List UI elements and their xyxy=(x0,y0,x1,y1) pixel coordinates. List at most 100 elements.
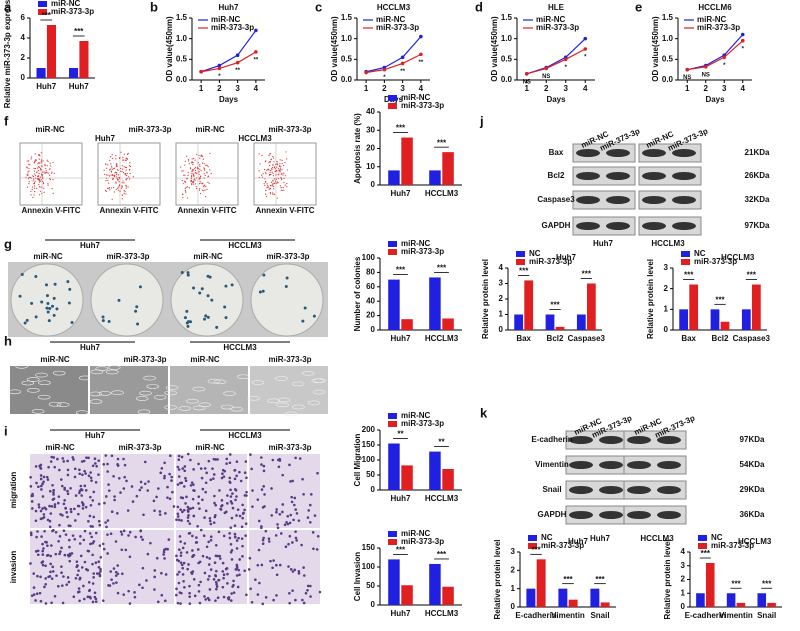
cell xyxy=(183,465,187,468)
dot xyxy=(193,183,195,185)
dot xyxy=(278,165,281,167)
point xyxy=(254,50,258,54)
cell xyxy=(177,518,181,522)
y-tick-label: 100 xyxy=(362,253,376,262)
dot xyxy=(117,179,119,181)
cell xyxy=(59,550,62,553)
dot xyxy=(202,162,204,164)
bar xyxy=(429,170,441,185)
dot xyxy=(266,183,268,185)
cell xyxy=(203,571,207,575)
dot xyxy=(184,181,186,183)
cell xyxy=(249,587,252,591)
image xyxy=(175,142,239,206)
x-tick-label: 3 xyxy=(400,84,405,93)
cell xyxy=(309,595,312,598)
bar xyxy=(514,314,524,330)
cell xyxy=(61,601,65,605)
cell xyxy=(86,549,90,553)
y-axis-label: Apoptosis rate (%) xyxy=(353,113,362,184)
panel-label: g xyxy=(4,236,12,251)
band xyxy=(606,149,630,157)
cell xyxy=(251,380,265,385)
cell xyxy=(46,518,50,522)
cell xyxy=(279,532,283,535)
dot xyxy=(42,177,44,179)
bar xyxy=(696,593,705,607)
image-label: miR-373-3p xyxy=(128,125,171,134)
cell xyxy=(160,593,164,597)
dot xyxy=(187,172,189,174)
dot xyxy=(268,162,270,164)
cell xyxy=(69,486,72,490)
cell xyxy=(146,489,150,492)
band xyxy=(627,461,651,469)
cell xyxy=(270,487,273,490)
band xyxy=(569,511,593,519)
cell xyxy=(93,595,97,599)
image-label: miR-NC xyxy=(35,125,65,134)
point xyxy=(722,55,727,60)
cell xyxy=(51,565,55,569)
image-label: 21KDa xyxy=(745,148,770,157)
bar xyxy=(429,277,441,330)
colony xyxy=(40,300,44,304)
dot xyxy=(192,173,194,175)
y-tick-label: 1.0 xyxy=(662,34,674,43)
cell xyxy=(197,502,200,505)
cell xyxy=(86,595,90,599)
cell xyxy=(309,503,312,507)
cell xyxy=(290,495,293,499)
legend-swatch xyxy=(388,103,397,109)
cell xyxy=(95,572,99,575)
cell xyxy=(163,474,166,478)
colony xyxy=(30,301,34,305)
dot xyxy=(279,185,282,187)
dot xyxy=(126,175,128,177)
cell xyxy=(66,473,70,477)
image-label: miR-NC xyxy=(195,443,225,452)
cell xyxy=(264,529,268,533)
dot xyxy=(193,157,195,160)
cell xyxy=(101,599,105,602)
panel-label: b xyxy=(150,0,158,14)
cell xyxy=(116,457,120,461)
dot xyxy=(195,177,198,179)
cell xyxy=(209,538,213,542)
colony xyxy=(186,271,190,275)
cell xyxy=(92,576,95,579)
dot xyxy=(35,159,37,161)
dot xyxy=(112,187,115,189)
dot xyxy=(185,155,188,157)
cell xyxy=(236,585,240,589)
cell xyxy=(112,567,116,570)
cell xyxy=(238,558,241,561)
cell xyxy=(316,534,320,538)
dot xyxy=(192,181,194,183)
dot xyxy=(37,163,39,165)
band xyxy=(576,222,600,230)
cell xyxy=(98,391,112,396)
cell xyxy=(301,371,315,376)
cell xyxy=(160,571,163,575)
band xyxy=(672,149,696,157)
dot xyxy=(46,171,48,174)
cell xyxy=(272,598,275,602)
cell xyxy=(263,493,266,496)
x-tick-label: E-cadherin xyxy=(515,611,556,620)
dot xyxy=(125,179,127,181)
dot xyxy=(258,170,260,172)
dot xyxy=(271,184,274,186)
image xyxy=(623,505,687,525)
cell xyxy=(197,495,201,499)
cell xyxy=(26,377,40,382)
cell xyxy=(209,522,213,526)
dot xyxy=(269,187,271,189)
cell xyxy=(34,509,38,513)
cell xyxy=(281,503,285,506)
cell xyxy=(220,504,223,508)
legend-swatch xyxy=(38,1,47,7)
cell xyxy=(209,568,213,571)
dot xyxy=(273,188,275,190)
cell xyxy=(277,397,291,403)
